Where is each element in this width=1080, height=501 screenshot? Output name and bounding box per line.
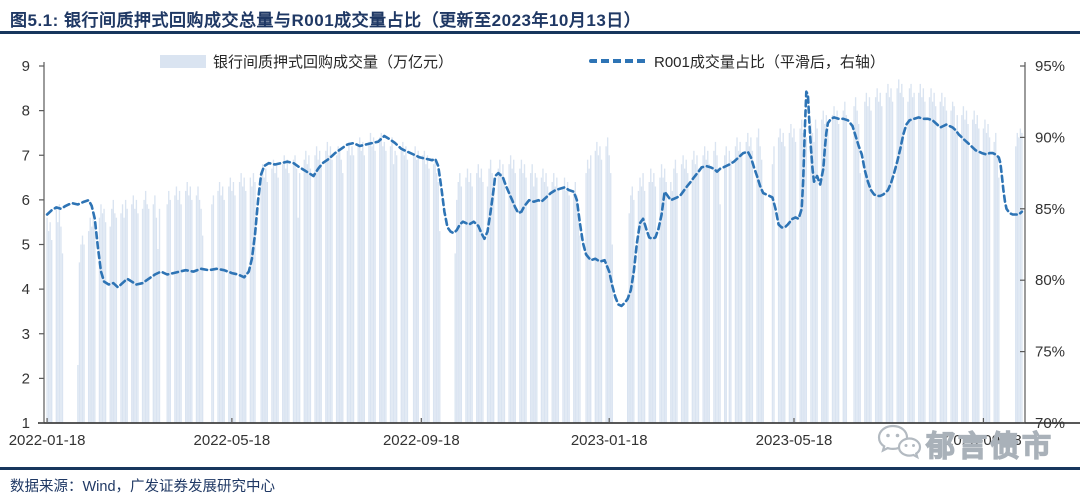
svg-text:3: 3 — [22, 326, 30, 343]
svg-text:6: 6 — [22, 192, 30, 209]
svg-text:95%: 95% — [1035, 58, 1065, 75]
svg-text:2023-09-18: 2023-09-18 — [945, 432, 1022, 449]
svg-text:2022-09-18: 2022-09-18 — [383, 432, 460, 449]
svg-text:4: 4 — [22, 281, 30, 298]
svg-text:70%: 70% — [1035, 415, 1065, 432]
svg-text:85%: 85% — [1035, 201, 1065, 218]
bars-series — [46, 79, 1023, 424]
svg-text:2: 2 — [22, 370, 30, 387]
legend-item-bars: 银行间质押式回购成交量（万亿元） — [160, 50, 453, 72]
axes — [38, 62, 1080, 424]
y-axis-right: 70% 75% 80% 85% 90% 95% — [1020, 58, 1065, 432]
x-axis: 2022-01-18 2022-05-18 2022-09-18 2023-01-18… — [9, 418, 1022, 449]
y-axis-left: 1 2 3 4 5 6 7 8 9 — [22, 58, 44, 432]
svg-text:90%: 90% — [1035, 129, 1065, 146]
bar-series-swatch — [160, 54, 206, 68]
svg-text:2023-05-18: 2023-05-18 — [756, 432, 833, 449]
svg-text:75%: 75% — [1035, 344, 1065, 361]
legend-line-label: R001成交量占比（平滑后，右轴） — [654, 53, 885, 71]
svg-text:1: 1 — [22, 415, 30, 432]
svg-text:2022-01-18: 2022-01-18 — [9, 432, 86, 449]
legend-bars-label: 银行间质押式回购成交量（万亿元） — [213, 53, 454, 71]
svg-text:2023-01-18: 2023-01-18 — [571, 432, 648, 449]
svg-text:7: 7 — [22, 147, 30, 164]
svg-text:80%: 80% — [1035, 272, 1065, 289]
dashed-line-swatch — [589, 59, 647, 63]
title-divider — [0, 31, 1080, 34]
data-source-note: 数据来源：Wind，广发证券发展研究中心 — [10, 479, 276, 495]
r001-share-line — [45, 90, 1024, 308]
svg-text:5: 5 — [22, 237, 30, 254]
chart-legend: 银行间质押式回购成交量（万亿元） R001成交量占比（平滑后，右轴） — [0, 50, 1080, 72]
svg-text:2022-05-18: 2022-05-18 — [194, 432, 271, 449]
svg-text:8: 8 — [22, 103, 30, 120]
figure-title: 图5.1: 银行间质押式回购成交总量与R001成交量占比（更新至2023年10月… — [10, 11, 642, 30]
footer-divider — [0, 467, 1080, 470]
legend-item-line: R001成交量占比（平滑后，右轴） — [589, 50, 885, 72]
svg-text:9: 9 — [22, 58, 30, 75]
